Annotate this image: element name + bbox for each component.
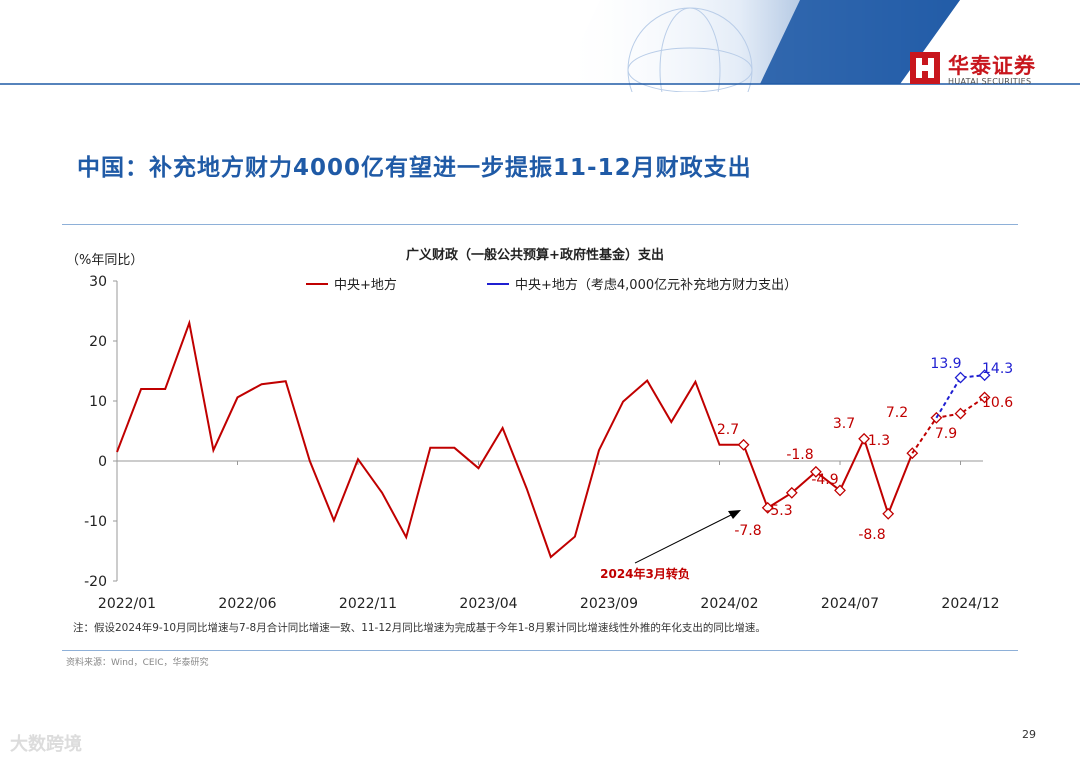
data-label: 10.6: [982, 395, 1013, 411]
data-label: -7.8: [734, 523, 761, 539]
data-label: -1.8: [786, 447, 813, 463]
chart-axes: [116, 281, 983, 581]
data-label: 7.9: [935, 426, 957, 442]
data-point-marker: [785, 486, 798, 499]
top-divider: [62, 224, 1018, 225]
series-line-0: [116, 319, 744, 559]
data-point-marker: [954, 371, 967, 384]
brand-name-en: HUATAI SECURITIES: [948, 77, 1032, 86]
data-labels: 2.7 -7.8-5.3 -1.8 -4.9 3.7 -8.8 1.3 7.2 7.9 10.6 1…: [717, 356, 1013, 543]
series-line-1: [742, 436, 914, 517]
brand-logo: 华泰证券 HUATAI SECURITIES: [910, 52, 1070, 92]
brand-mark-icon: [910, 52, 940, 84]
data-label: 13.9: [930, 356, 961, 372]
source-line: 资料来源：Wind，CEIC，华泰研究: [66, 658, 209, 668]
data-point-marker: [978, 369, 991, 382]
legend-label: 中央+地方: [334, 277, 397, 293]
chart-legend: 中央+地方 中央+地方（考虑4,000亿元补充地方财力支出）: [306, 277, 797, 293]
y-tick-label: 0: [98, 454, 107, 470]
annotation: 2024年3月转负: [600, 510, 741, 581]
data-label: 2.7: [717, 422, 739, 438]
footnote: 注：假设2024年9-10月同比增速与7-8月合计同比增速一致、11-12月同比…: [73, 622, 766, 634]
data-point-marker: [834, 484, 846, 497]
data-point-marker: [882, 507, 895, 520]
data-label: -8.8: [858, 527, 885, 543]
x-tick-label: 2023/09: [580, 596, 638, 612]
x-tick-label: 2022/11: [339, 596, 397, 612]
y-axis-label: （%年同比）: [66, 253, 143, 268]
data-point-marker: [761, 501, 774, 514]
data-point-marker: [978, 391, 991, 404]
data-label: 3.7: [833, 416, 855, 432]
y-tick-label: 10: [89, 394, 107, 410]
data-label: 7.2: [886, 405, 908, 421]
x-tick-label: 2022/06: [218, 596, 276, 612]
chart-title: 广义财政（一般公共预算+政府性基金）支出: [406, 247, 664, 263]
bottom-divider: [62, 650, 1018, 651]
annotation-arrow: [634, 513, 734, 564]
annotation-text: 2024年3月转负: [600, 566, 690, 581]
watermark: 大数跨境: [10, 734, 82, 755]
brand-name-cn: 华泰证券: [948, 54, 1036, 78]
legend-label: 中央+地方（考虑4,000亿元补充地方财力支出）: [515, 277, 797, 293]
data-point-marker: [737, 438, 750, 451]
data-point-marker: [954, 407, 967, 420]
data-point-marker: [809, 465, 822, 478]
data-label: 1.3: [868, 433, 890, 449]
series-line-3: [935, 374, 985, 419]
x-tick-label: 2024/12: [941, 596, 999, 612]
series-line-2: [911, 396, 986, 454]
page-title: 中国：补充地方财力4000亿有望进一步提振11-12月财政支出: [77, 155, 752, 181]
x-tick-label: 2023/04: [459, 596, 517, 612]
data-label: -4.9: [811, 472, 838, 488]
expenditure-line-chart: 广义财政（一般公共预算+政府性基金）支出 （%年同比） 30 20 10 0 -10 -2…: [66, 247, 1013, 612]
y-axis-ticks: 30 20 10 0 -10 -20: [84, 274, 117, 590]
x-tick-label: 2022/01: [98, 596, 156, 612]
x-tick-label: 2024/02: [700, 596, 758, 612]
annotation-arrowhead: [728, 510, 741, 519]
data-label: -5.3: [765, 503, 792, 519]
y-tick-label: 30: [89, 274, 107, 290]
y-tick-label: 20: [89, 334, 107, 350]
x-axis-ticks: 2022/01 2022/06 2022/11 2023/04 2023/09 2024/…: [98, 461, 1000, 612]
y-tick-label: -10: [84, 514, 107, 530]
data-label: 14.3: [982, 361, 1013, 377]
y-tick-label: -20: [84, 574, 107, 590]
x-tick-label: 2024/07: [821, 596, 879, 612]
series-layer: [116, 319, 991, 559]
data-point-marker: [858, 432, 871, 445]
page-number: 29: [1022, 728, 1036, 741]
